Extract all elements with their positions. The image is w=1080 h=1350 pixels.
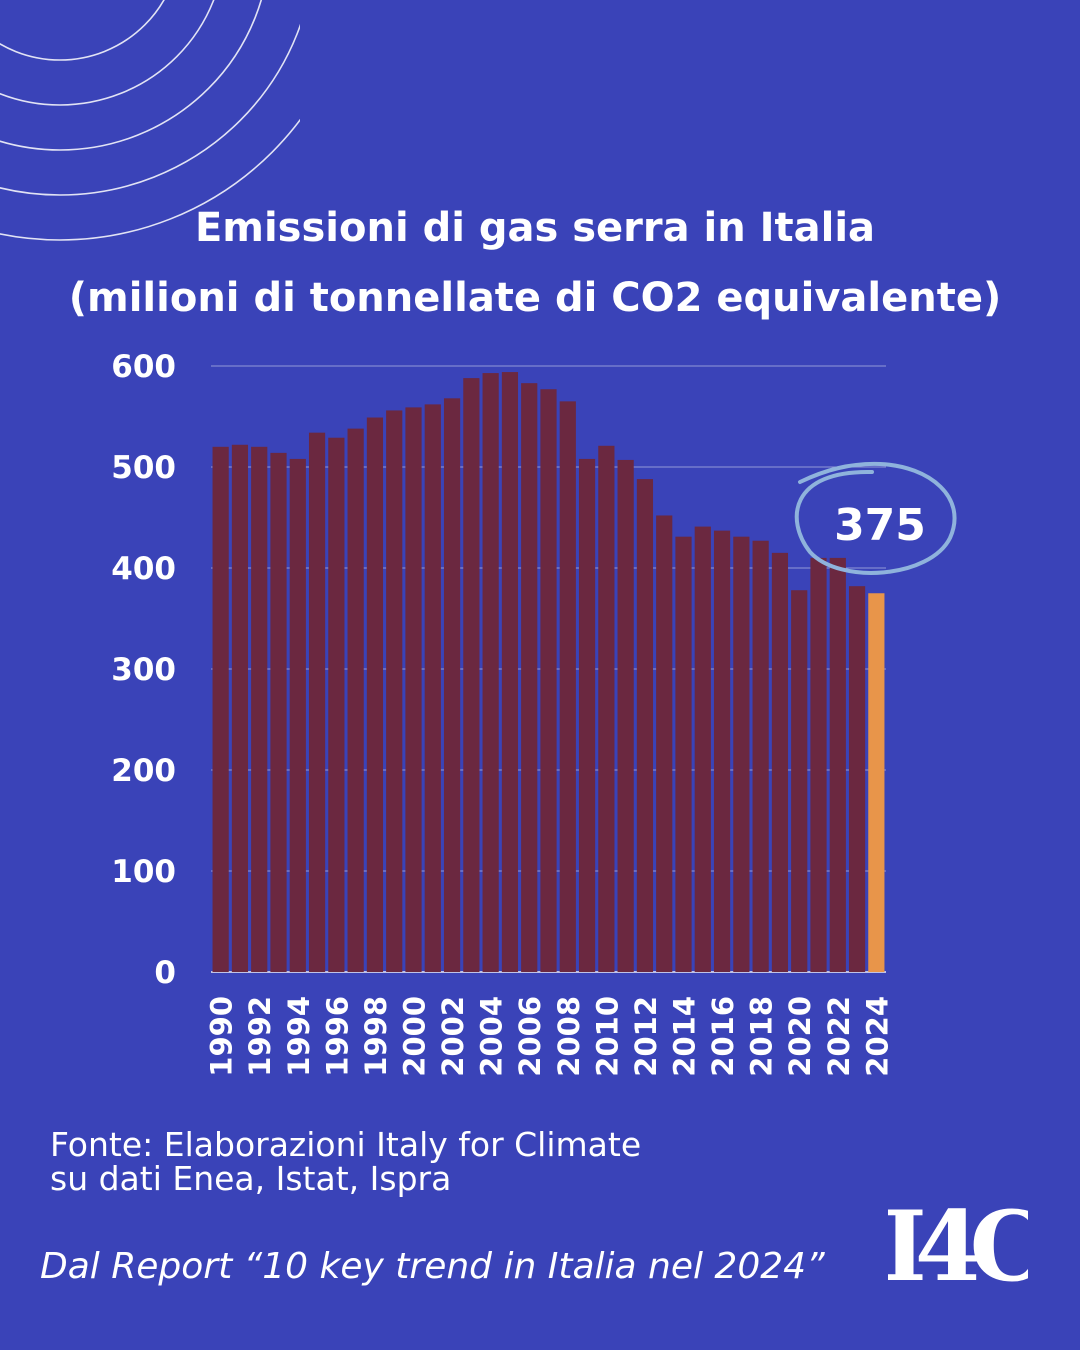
bar-2011 (617, 459, 634, 972)
bar-2003 (463, 378, 480, 972)
x-tick-label: 2024 (860, 996, 894, 1077)
deco-arc (0, 0, 215, 106)
bar-2013 (656, 515, 673, 972)
bar-2012 (636, 479, 654, 972)
bar-1995 (308, 432, 326, 972)
bar-1999 (386, 410, 403, 972)
bar-1991 (231, 444, 249, 972)
callout: 375 (794, 461, 957, 575)
deco-arc (0, 23, 300, 196)
i4c-logo: I4C (888, 1196, 1028, 1288)
y-tick-label: 300 (111, 652, 176, 688)
y-tick-label: 0 (154, 955, 176, 991)
bar-2024 (868, 593, 885, 972)
x-tick-label: 2018 (745, 996, 779, 1077)
y-tick-label: 600 (111, 349, 176, 385)
bar-2020 (791, 590, 808, 972)
y-tick-label: 400 (111, 551, 176, 587)
bar-2010 (598, 445, 615, 972)
source-line2: su dati Enea, Istat, Ispra (50, 1159, 452, 1198)
x-tick-label: 2020 (783, 996, 817, 1077)
y-axis-ticks: 0 100 200 300 400 500 600 (111, 349, 176, 991)
x-tick-label: 1996 (320, 996, 354, 1077)
x-tick-label: 2002 (436, 996, 470, 1077)
bar-2005 (501, 372, 519, 972)
bar-2004 (482, 373, 499, 972)
x-tick-label: 2016 (706, 996, 740, 1077)
source-line1: Fonte: Elaborazioni Italy for Climate (50, 1125, 642, 1164)
bar-2015 (694, 526, 711, 972)
decorative-arcs (0, 0, 300, 241)
bar-2019 (771, 552, 789, 972)
y-tick-label: 100 (111, 854, 176, 890)
callout-value: 375 (834, 500, 926, 551)
x-tick-label: 2000 (398, 996, 432, 1077)
chart-title-line1: Emissioni di gas serra in Italia (194, 205, 876, 251)
bar-chart: 0 100 200 300 400 500 600 1990 1992 1994 1996 1998… (111, 349, 957, 1077)
x-tick-label: 2008 (552, 996, 586, 1077)
bar-2008 (559, 401, 576, 973)
bar-2018 (752, 540, 769, 972)
x-tick-label: 2014 (668, 996, 702, 1077)
x-tick-label: 1998 (359, 996, 393, 1077)
x-tick-label: 2022 (822, 996, 856, 1077)
x-tick-label: 2012 (629, 996, 663, 1077)
callout-circle (794, 461, 957, 575)
bar-1997 (347, 428, 364, 972)
bar-1992 (251, 446, 268, 972)
bar-2022 (829, 557, 846, 972)
report-note: Dal Report “10 key trend in Italia nel 2… (40, 1246, 825, 1287)
bar-2014 (675, 536, 692, 972)
x-tick-label: 1990 (205, 996, 239, 1077)
bar-2000 (405, 407, 422, 972)
svg-text:I4C: I4C (888, 1196, 1028, 1288)
x-axis-ticks: 1990 1992 1994 1996 1998 2000 2002 2004 2006 2008… (205, 996, 895, 1077)
deco-arc (0, 118, 300, 241)
bar-2001 (424, 404, 441, 972)
bar-2016 (713, 530, 731, 972)
bar-1993 (270, 452, 287, 972)
bar-2023 (848, 586, 866, 972)
bar-1994 (289, 458, 306, 972)
deco-arc (0, 0, 165, 61)
bar-2009 (578, 458, 596, 972)
bar-2002 (443, 398, 461, 972)
bars (212, 372, 885, 973)
x-tick-label: 2004 (475, 996, 509, 1077)
bar-2021 (810, 557, 827, 972)
x-tick-label: 2006 (513, 996, 547, 1077)
bar-1996 (328, 437, 345, 973)
bar-2007 (540, 389, 557, 973)
bar-2017 (733, 536, 750, 972)
bar-1998 (366, 417, 384, 972)
bar-2006 (521, 383, 538, 972)
bar-1990 (212, 446, 229, 972)
y-tick-label: 200 (111, 753, 176, 789)
x-tick-label: 2010 (590, 996, 624, 1077)
chart-title-line2: (milioni di tonnellate di CO2 equivalent… (68, 275, 1002, 321)
x-tick-label: 1994 (282, 996, 316, 1077)
deco-arc (0, 0, 263, 151)
y-tick-label: 500 (111, 450, 176, 486)
x-tick-label: 1992 (243, 996, 277, 1077)
